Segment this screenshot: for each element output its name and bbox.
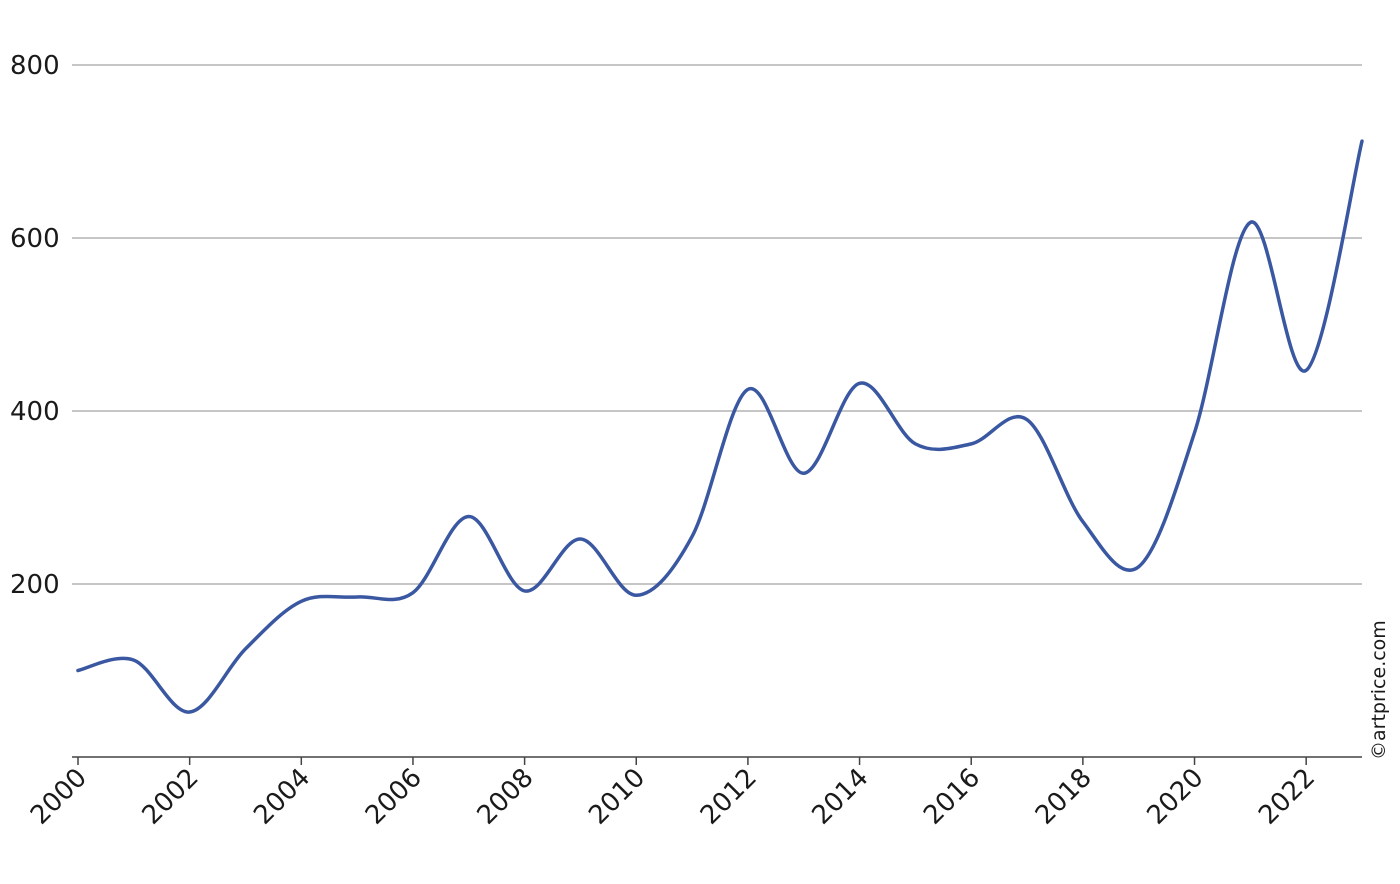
y-tick-label-200: 200 (10, 570, 60, 600)
x-tick-label-2000: 2000 (25, 763, 93, 831)
x-tick-label-2012: 2012 (695, 763, 763, 831)
copyright-credit: ©artprice.com (1368, 620, 1390, 760)
axes (72, 756, 1362, 765)
grid-lines (72, 64, 1362, 585)
y-tick-label-600: 600 (10, 224, 60, 254)
x-tick-label-2020: 2020 (1141, 763, 1209, 831)
x-tick-label-2006: 2006 (360, 763, 428, 831)
x-tick-label-2022: 2022 (1253, 763, 1321, 831)
x-tick-label-2010: 2010 (583, 763, 651, 831)
x-tick-label-2018: 2018 (1030, 763, 1098, 831)
y-tick-label-400: 400 (10, 397, 60, 427)
x-tick-label-2014: 2014 (807, 763, 875, 831)
x-tick-label-2008: 2008 (472, 763, 540, 831)
x-tick-label-2002: 2002 (137, 763, 205, 831)
x-tick-label-2004: 2004 (248, 763, 316, 831)
x-tick-labels: 2000 2002 2004 2006 2008 2010 2012 2014 2016 2018… (25, 763, 1321, 831)
y-tick-labels: 200 400 600 800 (10, 51, 60, 600)
series-lines (76, 139, 1364, 714)
y-tick-label-800: 800 (10, 51, 60, 81)
x-tick-label-2016: 2016 (918, 763, 986, 831)
series-line-0 (76, 139, 1364, 714)
